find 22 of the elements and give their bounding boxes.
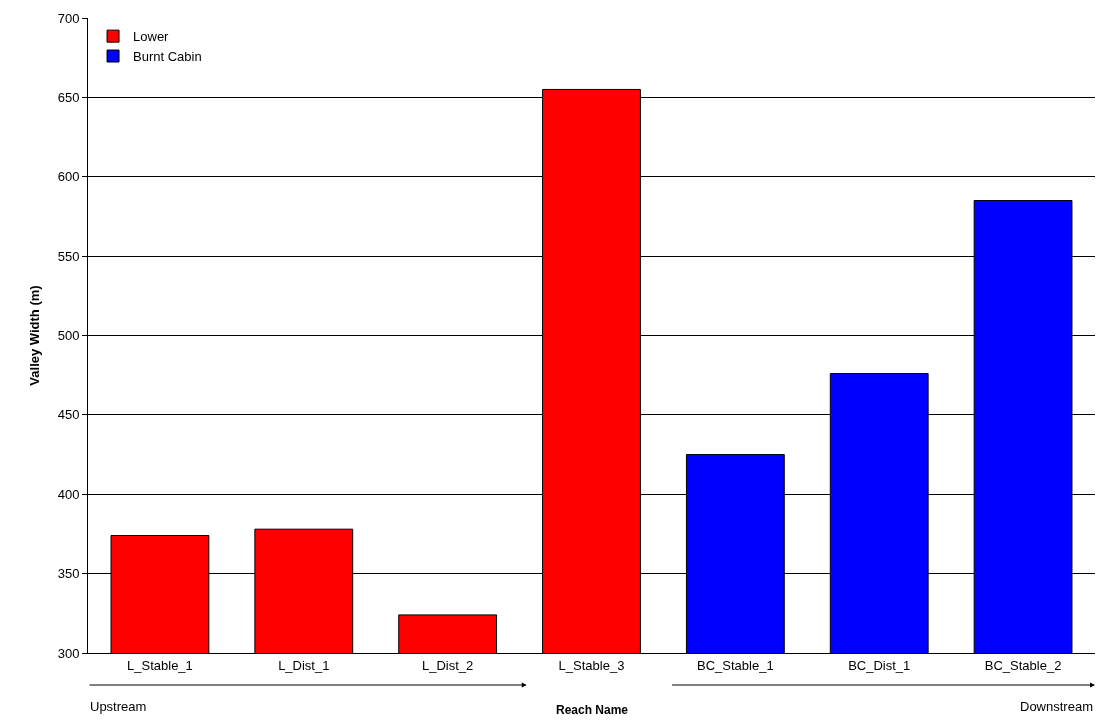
y-axis-title: Valley Width (m) — [26, 285, 42, 386]
x-axis-title: Reach Name — [556, 703, 629, 717]
y-tick-label: 450 — [57, 407, 80, 423]
legend-label: Burnt Cabin — [133, 49, 202, 65]
text: Upstream — [90, 699, 147, 714]
x-tick-label: BC_Stable_1 — [697, 657, 774, 673]
y-tick-label: 550 — [57, 248, 80, 264]
y-tick-label: 700 — [57, 10, 80, 26]
text: Downstream — [1020, 699, 1093, 714]
y-tick-label: 400 — [57, 486, 80, 502]
y-tick-label: 500 — [57, 328, 80, 344]
y-tick-label: 350 — [57, 566, 80, 582]
x-tick-label: BC_Dist_1 — [848, 657, 911, 673]
x-tick-label: BC_Stable_2 — [984, 657, 1062, 673]
x-tick-label: L_Dist_1 — [278, 657, 330, 673]
y-tick-label: 300 — [57, 645, 80, 661]
x-tick-label: L_Stable_3 — [558, 657, 625, 673]
y-tick-label: 600 — [57, 169, 80, 185]
legend-label: Lower — [133, 29, 170, 45]
y-tick-label: 650 — [57, 89, 80, 105]
x-tick-label: L_Dist_2 — [421, 657, 474, 673]
x-tick-label: L_Stable_1 — [127, 657, 193, 673]
